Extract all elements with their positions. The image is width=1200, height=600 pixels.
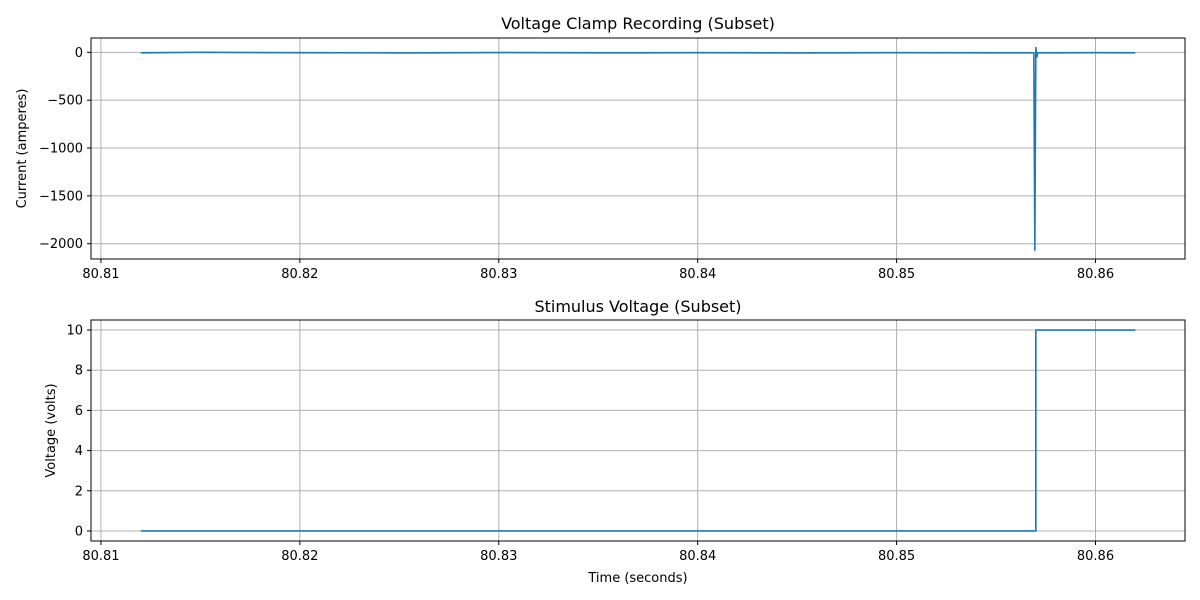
voltage-x-tick-label: 80.82 bbox=[281, 549, 318, 564]
current-y-tick-label: −2000 bbox=[39, 237, 83, 252]
voltage-x-tick-label: 80.86 bbox=[1077, 549, 1114, 564]
current-x-tick-label: 80.81 bbox=[82, 267, 119, 282]
voltage-x-tick-label: 80.81 bbox=[82, 549, 119, 564]
voltage-ticks: 80.81 80.82 80.83 80.84 80.85 80.86 0 2 4 6 8 10 bbox=[66, 324, 1114, 564]
voltage-x-tick-label: 80.83 bbox=[480, 549, 517, 564]
current-x-tick-label: 80.85 bbox=[878, 267, 915, 282]
voltage-subplot: Stimulus Voltage (Subset) 80.81 80.82 80.8… bbox=[44, 297, 1186, 586]
voltage-y-tick-label: 10 bbox=[66, 324, 83, 339]
voltage-y-tick-label: 0 bbox=[75, 524, 83, 539]
voltage-grid bbox=[91, 320, 1185, 541]
current-x-tick-label: 80.82 bbox=[281, 267, 318, 282]
voltage-y-axis-label: Voltage (volts) bbox=[44, 383, 59, 477]
current-y-tick-label: −500 bbox=[47, 94, 83, 109]
current-grid bbox=[91, 38, 1185, 259]
current-y-axis-label: Current (amperes) bbox=[15, 89, 30, 209]
current-series-line bbox=[140, 46, 1136, 252]
voltage-series bbox=[140, 329, 1136, 532]
voltage-chart-title: Stimulus Voltage (Subset) bbox=[534, 297, 741, 316]
current-y-tick-label: −1000 bbox=[39, 142, 83, 157]
voltage-x-tick-label: 80.84 bbox=[679, 549, 716, 564]
current-chart-title: Voltage Clamp Recording (Subset) bbox=[501, 14, 775, 33]
current-y-tick-label: −1500 bbox=[39, 189, 83, 204]
current-subplot: Voltage Clamp Recording (Subset) 80.81 80… bbox=[15, 14, 1186, 282]
current-ticks: 80.81 80.82 80.83 80.84 80.85 80.86 0 −500 −1000… bbox=[39, 46, 1114, 282]
current-x-tick-label: 80.84 bbox=[679, 267, 716, 282]
current-x-tick-label: 80.83 bbox=[480, 267, 517, 282]
voltage-y-tick-label: 2 bbox=[75, 484, 83, 499]
voltage-y-tick-label: 4 bbox=[75, 444, 83, 459]
time-x-axis-label: Time (seconds) bbox=[587, 571, 687, 586]
voltage-y-tick-label: 8 bbox=[75, 364, 83, 379]
voltage-x-tick-label: 80.85 bbox=[878, 549, 915, 564]
voltage-y-tick-label: 6 bbox=[75, 404, 83, 419]
current-y-tick-label: 0 bbox=[75, 46, 83, 61]
current-series bbox=[140, 46, 1136, 252]
current-x-tick-label: 80.86 bbox=[1077, 267, 1114, 282]
voltage-plot-frame bbox=[90, 319, 1186, 542]
voltage-series-line bbox=[140, 329, 1136, 532]
